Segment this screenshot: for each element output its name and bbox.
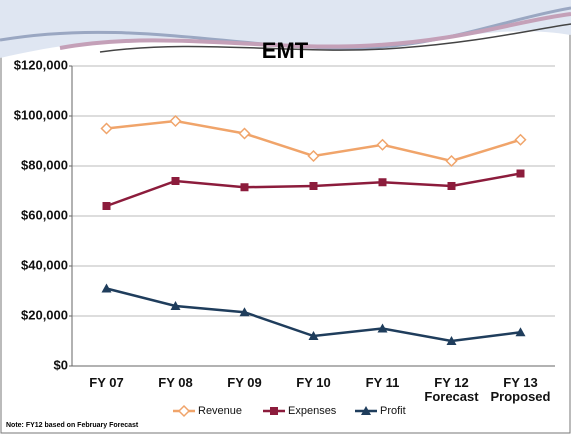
point [378, 178, 387, 187]
point [515, 327, 526, 337]
point [516, 169, 525, 178]
y-tick-label: $20,000 [21, 307, 68, 322]
header-swoosh [99, 23, 571, 53]
point [445, 154, 458, 168]
y-tick-label: $0 [54, 357, 68, 372]
x-tick-label: FY 12 Forecast [424, 375, 479, 404]
y-tick-label: $80,000 [21, 157, 68, 172]
y-tick-label: $60,000 [21, 207, 68, 222]
legend-marker [177, 404, 191, 418]
point [309, 182, 318, 190]
point [447, 182, 456, 190]
legend-marker [270, 407, 278, 415]
x-tick-label: FY 10 [296, 375, 331, 390]
note: Note: FY12 based on February Forecast [6, 422, 139, 429]
y-tick-label: $120,000 [14, 57, 68, 72]
point [308, 331, 319, 340]
point [171, 177, 180, 185]
legend-marker [361, 406, 371, 415]
x-tick-label: FY 13 Proposed [490, 375, 551, 404]
x-tick-label: FY 11 [365, 375, 400, 390]
point [307, 149, 320, 163]
y-tick-label: $100,000 [14, 107, 68, 122]
x-tick-label: FY 09 [227, 375, 262, 390]
header-swoosh [59, 12, 571, 50]
point [170, 301, 181, 310]
point [102, 202, 111, 210]
point [239, 307, 250, 317]
header-swoosh [0, 0, 571, 58]
point [101, 283, 112, 293]
point [169, 114, 182, 128]
legend-label: Profit [380, 405, 406, 417]
point [376, 138, 389, 151]
point [238, 127, 251, 140]
point [514, 133, 527, 146]
legend-label: Revenue [198, 405, 242, 417]
y-tick-label: $40,000 [21, 257, 68, 272]
point [240, 183, 249, 192]
point [446, 336, 457, 345]
x-tick-label: FY 08 [158, 375, 193, 390]
legend-label: Expenses [288, 405, 337, 417]
point [377, 323, 388, 333]
chart-title: EMT [262, 38, 309, 63]
x-tick-label: FY 07 [89, 375, 124, 390]
point [100, 122, 113, 135]
